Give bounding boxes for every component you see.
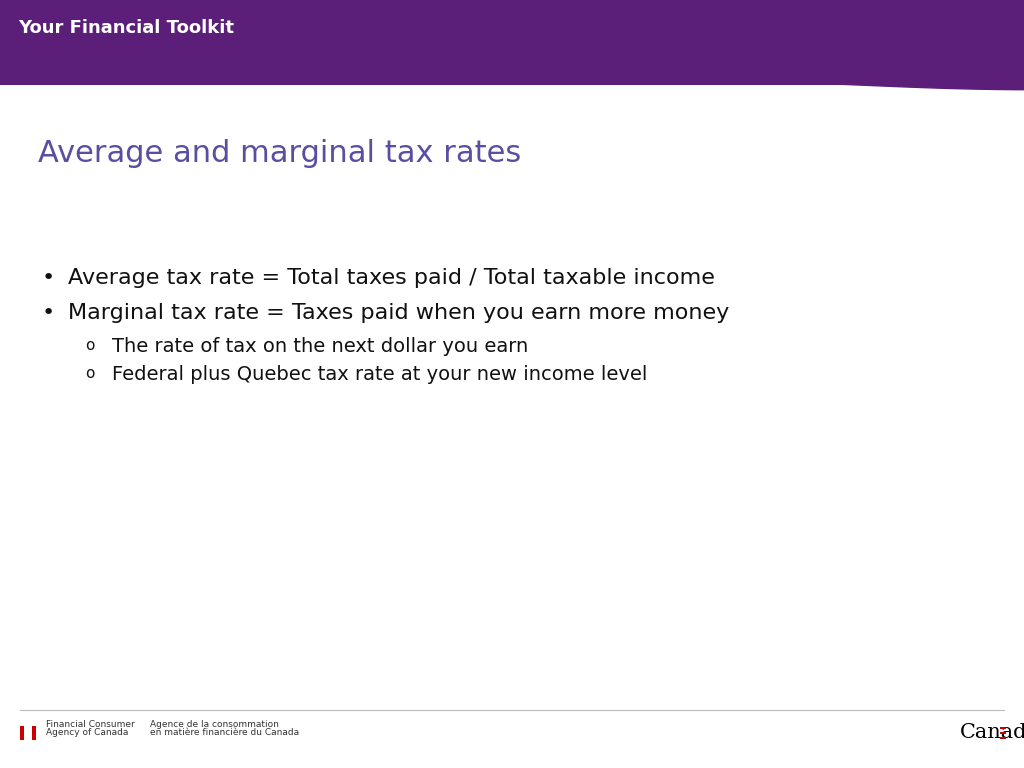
Text: Financial Consumer: Financial Consumer	[46, 720, 135, 729]
Bar	[1000, 737, 1006, 739]
Text: •: •	[41, 268, 54, 288]
Text: o: o	[85, 366, 94, 382]
Text: Federal plus Quebec tax rate at your new income level: Federal plus Quebec tax rate at your new…	[112, 365, 647, 383]
Bar	[24, 729, 32, 737]
Text: Marginal tax rate = Taxes paid when you earn more money: Marginal tax rate = Taxes paid when you …	[68, 303, 729, 323]
Bar	[0, 0, 1024, 85]
Text: •: •	[41, 303, 54, 323]
Bar	[1000, 727, 1006, 729]
Bar	[1000, 731, 1006, 734]
Text: Agency of Canada: Agency of Canada	[46, 728, 128, 737]
Text: Average tax rate = Total taxes paid / Total taxable income: Average tax rate = Total taxes paid / To…	[68, 268, 715, 288]
Text: o: o	[85, 339, 94, 353]
Text: The rate of tax on the next dollar you earn: The rate of tax on the next dollar you e…	[112, 336, 528, 356]
Polygon shape	[0, 0, 1024, 90]
Bar	[32, 726, 36, 740]
Text: Agence de la consommation: Agence de la consommation	[150, 720, 279, 729]
Text: Your Financial Toolkit: Your Financial Toolkit	[18, 19, 234, 37]
Bar	[20, 726, 24, 740]
Text: en matière financière du Canada: en matière financière du Canada	[150, 728, 299, 737]
Text: Canada: Canada	[961, 723, 1024, 743]
Text: Average and marginal tax rates: Average and marginal tax rates	[38, 138, 521, 167]
